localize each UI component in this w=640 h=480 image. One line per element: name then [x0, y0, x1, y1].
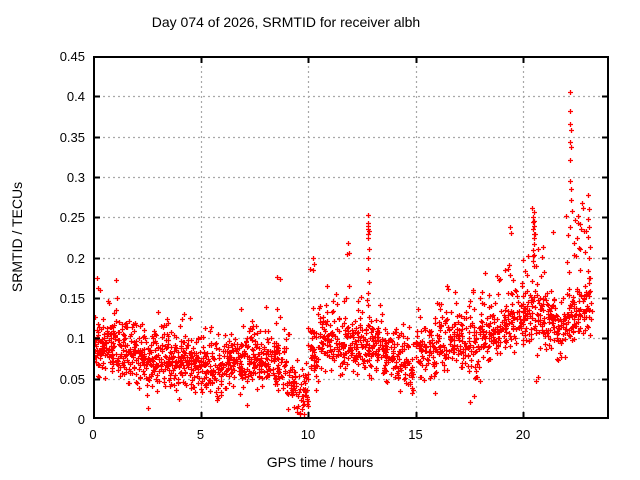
y-tick-label: 0.15 — [59, 291, 85, 306]
y-axis-label: SRMTID / TECUs — [9, 181, 25, 293]
plot-area — [93, 56, 609, 419]
y-tick-label: 0.05 — [59, 371, 85, 387]
data-points — [93, 90, 595, 417]
chart-title: Day 074 of 2026, SRMTID for receiver alb… — [151, 14, 421, 30]
y-tick-label: 0.35 — [59, 129, 85, 145]
y-tick-label: 0.2 — [66, 250, 85, 266]
y-tick-label: 0.25 — [59, 210, 85, 226]
plot-border — [93, 56, 609, 419]
y-tick-label: 0 — [77, 412, 85, 427]
y-tick-label: 0.45 — [59, 49, 85, 64]
y-tick-label: 0.1 — [66, 331, 85, 347]
x-tick-label: 20 — [515, 427, 531, 442]
grid-lines — [93, 56, 609, 419]
x-tick-label: 0 — [89, 427, 97, 442]
y-tick-label: 0.3 — [66, 170, 85, 185]
x-tick-label: 10 — [300, 427, 316, 442]
x-tick-label: 5 — [196, 427, 205, 442]
x-tick-label: 15 — [408, 427, 423, 442]
y-tick-label: 0.4 — [66, 89, 85, 105]
x-axis-label: GPS time / hours — [266, 454, 374, 470]
